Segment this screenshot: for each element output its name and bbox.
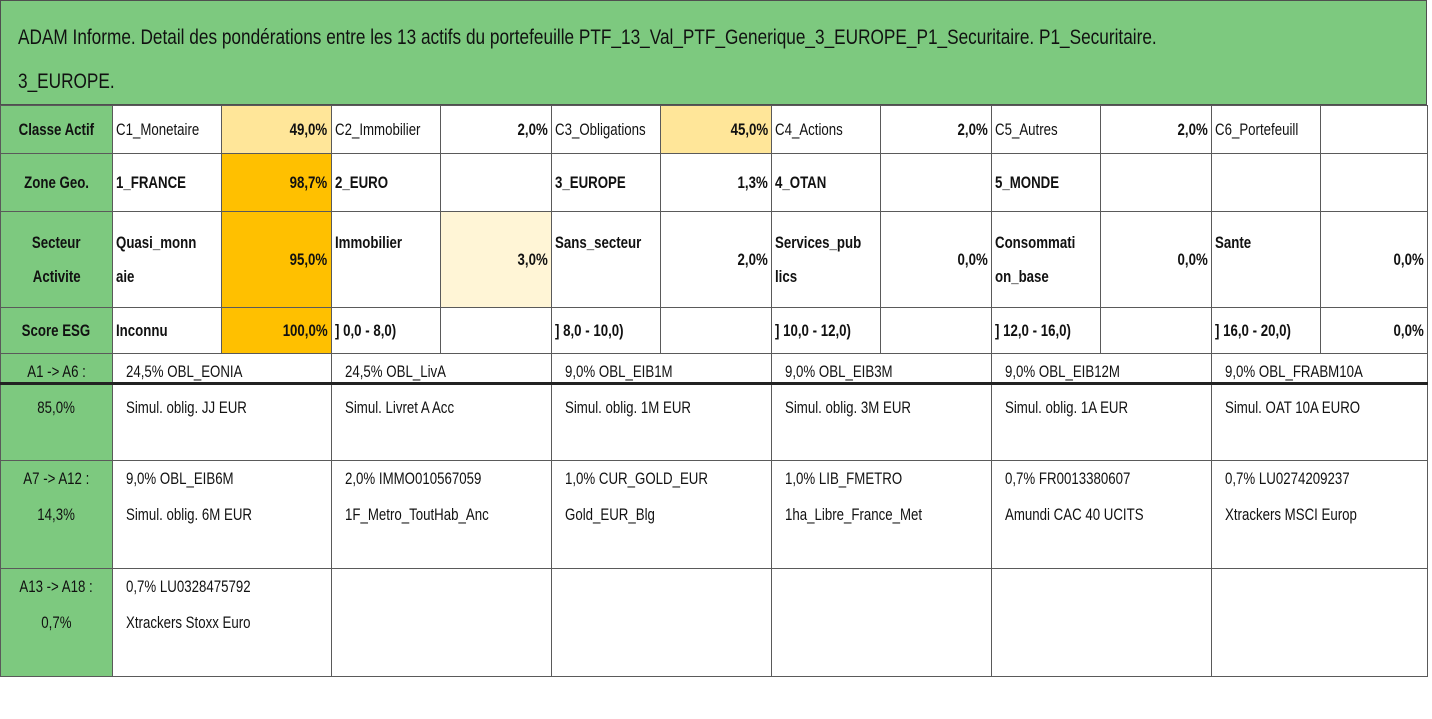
asset-cell: 9,0% OBL_EIB3M Simul. oblig. 3M EUR [770, 353, 992, 461]
zone-label: 1_FRANCE [111, 153, 223, 212]
esg-pct [880, 307, 992, 354]
row-secteur-activite: Secteur Activite Quasi_monn aie 95,0% Im… [0, 211, 1428, 308]
title-line-2: 3_EUROPE. [18, 70, 115, 93]
secteur-label: Sante [1210, 211, 1322, 308]
secteur-label: Sans_secteur [550, 211, 662, 308]
classe-label: C5_Autres [990, 105, 1102, 154]
asset-cell-empty [550, 568, 772, 677]
row-assets-a7-a12: A7 -> A12 : 14,3% 9,0% OBL_EIB6M Simul. … [0, 460, 1429, 569]
classe-pct: 2,0% [1100, 105, 1212, 154]
classe-label: C1_Monetaire [111, 105, 223, 154]
header-score-esg: Score ESG [0, 307, 113, 354]
zone-pct [880, 153, 992, 212]
header-secteur-activite: Secteur Activite [0, 211, 113, 308]
report-title: ADAM Informe. Detail des pondérations en… [18, 16, 1412, 104]
esg-pct: 100,0% [221, 307, 332, 354]
classe-pct: 2,0% [440, 105, 552, 154]
asset-cell-empty [990, 568, 1212, 677]
esg-pct: 0,0% [1320, 307, 1428, 354]
esg-pct [1100, 307, 1212, 354]
row-classe-actif: Classe Actif C1_Monetaire 49,0% C2_Immob… [0, 105, 1428, 154]
row-score-esg: Score ESG Inconnu 100,0% ] 0,0 - 8,0) ] … [0, 307, 1428, 354]
asset-cell-empty [330, 568, 552, 677]
assets-group-label: A7 -> A12 : 14,3% [0, 460, 113, 569]
zone-pct: 1,3% [660, 153, 772, 212]
asset-cell: 1,0% LIB_FMETRO 1ha_Libre_France_Met [770, 460, 992, 569]
secteur-label: Immobilier [330, 211, 442, 308]
secteur-pct: 0,0% [880, 211, 992, 308]
esg-label: ] 16,0 - 20,0) [1210, 307, 1322, 354]
zone-label [1210, 153, 1322, 212]
classe-pct [1320, 105, 1428, 154]
esg-label: ] 12,0 - 16,0) [990, 307, 1102, 354]
esg-label: ] 0,0 - 8,0) [330, 307, 442, 354]
secteur-pct: 3,0% [440, 211, 552, 308]
asset-cell: 24,5% OBL_EONIA Simul. oblig. JJ EUR [111, 353, 332, 461]
asset-cell-empty [770, 568, 992, 677]
asset-cell: 9,0% OBL_EIB1M Simul. oblig. 1M EUR [550, 353, 772, 461]
classe-label: C3_Obligations [550, 105, 662, 154]
esg-pct [660, 307, 772, 354]
asset-cell: 2,0% IMMO010567059 1F_Metro_ToutHab_Anc [330, 460, 552, 569]
zone-pct: 98,7% [221, 153, 332, 212]
row-assets-a1-a6: A1 -> A6 : 85,0% 24,5% OBL_EONIA Simul. … [0, 353, 1429, 461]
classe-label: C6_Portefeuill [1210, 105, 1322, 154]
esg-pct [440, 307, 552, 354]
header-zone-geo: Zone Geo. [0, 153, 113, 212]
secteur-pct: 2,0% [660, 211, 772, 308]
zone-label: 3_EUROPE [550, 153, 662, 212]
esg-label: ] 10,0 - 12,0) [770, 307, 882, 354]
asset-cell: 0,7% FR0013380607 Amundi CAC 40 UCITS [990, 460, 1212, 569]
allocation-table: Classe Actif C1_Monetaire 49,0% C2_Immob… [0, 105, 1429, 677]
assets-group-label: A13 -> A18 : 0,7% [0, 568, 113, 677]
esg-label: Inconnu [111, 307, 223, 354]
zone-pct [1100, 153, 1212, 212]
secteur-pct: 95,0% [221, 211, 332, 308]
classe-pct: 49,0% [221, 105, 332, 154]
asset-cell: 9,0% OBL_FRABM10A Simul. OAT 10A EURO [1210, 353, 1429, 461]
secteur-pct: 0,0% [1100, 211, 1212, 308]
asset-cell: 0,7% LU0328475792 Xtrackers Stoxx Euro [111, 568, 332, 677]
asset-cell: 1,0% CUR_GOLD_EUR Gold_EUR_Blg [550, 460, 772, 569]
asset-cell: 24,5% OBL_LivA Simul. Livret A Acc [330, 353, 552, 461]
classe-pct: 45,0% [660, 105, 772, 154]
row-assets-a13-a18: A13 -> A18 : 0,7% 0,7% LU0328475792 Xtra… [0, 568, 1429, 677]
esg-label: ] 8,0 - 10,0) [550, 307, 662, 354]
title-line-1: ADAM Informe. Detail des pondérations en… [18, 26, 1157, 49]
classe-label: C4_Actions [770, 105, 882, 154]
asset-cell: 9,0% OBL_EIB12M Simul. oblig. 1A EUR [990, 353, 1212, 461]
secteur-pct: 0,0% [1320, 211, 1428, 308]
classe-pct: 2,0% [880, 105, 992, 154]
row-zone-geo: Zone Geo. 1_FRANCE 98,7% 2_EURO 3_EUROPE… [0, 153, 1428, 212]
secteur-label: Services_pub lics [770, 211, 882, 308]
secteur-label: Quasi_monn aie [111, 211, 223, 308]
section-divider [0, 382, 1428, 385]
zone-label: 2_EURO [330, 153, 442, 212]
zone-label: 5_MONDE [990, 153, 1102, 212]
zone-pct [1320, 153, 1428, 212]
title-bar: ADAM Informe. Detail des pondérations en… [0, 0, 1427, 105]
zone-pct [440, 153, 552, 212]
asset-cell: 9,0% OBL_EIB6M Simul. oblig. 6M EUR [111, 460, 332, 569]
assets-group-label: A1 -> A6 : 85,0% [0, 353, 113, 461]
asset-cell-empty [1210, 568, 1429, 677]
secteur-label: Consommati on_base [990, 211, 1102, 308]
asset-cell: 0,7% LU0274209237 Xtrackers MSCI Europ [1210, 460, 1429, 569]
zone-label: 4_OTAN [770, 153, 882, 212]
header-classe-actif: Classe Actif [0, 105, 113, 154]
classe-label: C2_Immobilier [330, 105, 442, 154]
